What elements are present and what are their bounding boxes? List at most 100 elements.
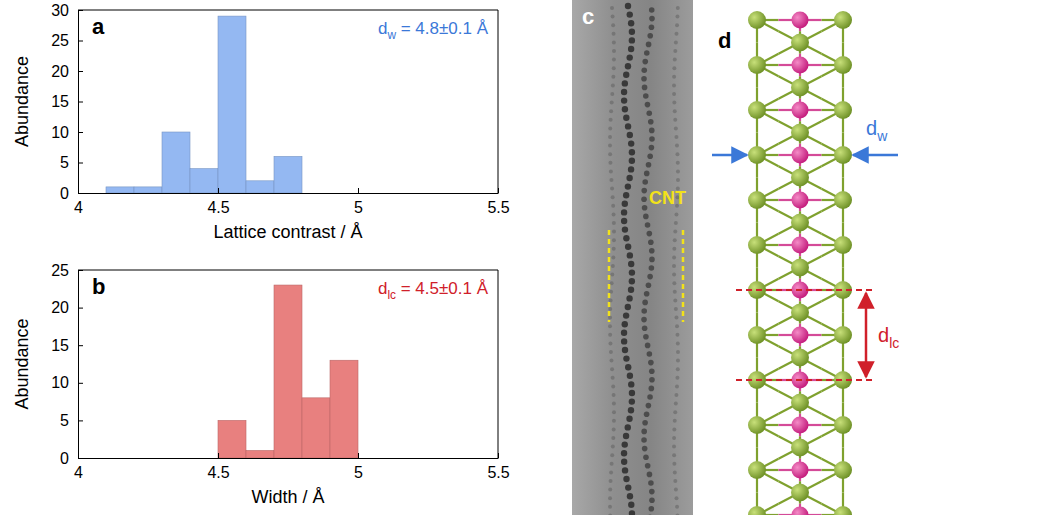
- micrograph-spot: [623, 235, 629, 241]
- y-tick-label: 10: [51, 374, 69, 391]
- micrograph-wall: [608, 144, 612, 148]
- micrograph-spot: [648, 360, 654, 366]
- bars: [106, 16, 302, 193]
- micrograph-spot: [623, 355, 629, 361]
- bar: [190, 169, 218, 193]
- micrograph-wall: [675, 376, 679, 380]
- micrograph-wall: [674, 40, 678, 44]
- micrograph-ground: [572, 0, 693, 515]
- x-tick: 4.5: [207, 453, 229, 481]
- micrograph-wall: [612, 247, 616, 251]
- y-tick-mark: [78, 345, 83, 346]
- atom-green: [791, 34, 809, 52]
- micrograph-wall: [676, 161, 680, 165]
- x-axis-line: [79, 458, 499, 459]
- micrograph-spot: [648, 480, 654, 486]
- panel-letter: b: [92, 274, 105, 299]
- micrograph-wall: [675, 144, 679, 148]
- micrograph-spot: [647, 394, 653, 400]
- micrograph-spot: [627, 132, 633, 138]
- micrograph-spot: [622, 80, 628, 86]
- micrograph-wall: [673, 410, 677, 414]
- atom-magenta: [792, 147, 809, 164]
- frame-top: [78, 270, 498, 271]
- micrograph-spot: [648, 119, 654, 125]
- micrograph-wall: [609, 350, 613, 354]
- y-tick-label: 10: [51, 124, 69, 141]
- micrograph-spot: [622, 347, 628, 353]
- micrograph-spot: [625, 304, 631, 310]
- micrograph-wall: [610, 101, 614, 105]
- micrograph-wall: [674, 135, 678, 139]
- micrograph-spot: [649, 257, 655, 263]
- image-label: CNT: [649, 188, 686, 208]
- micrograph-spot: [625, 484, 631, 490]
- micrograph: [572, 0, 693, 515]
- micrograph-spot: [621, 209, 627, 215]
- micrograph-wall: [608, 488, 612, 492]
- period-line: [736, 379, 872, 381]
- micrograph-spot: [645, 463, 651, 469]
- y-tick-mark: [78, 163, 83, 164]
- micrograph-wall: [675, 505, 679, 509]
- atom-green: [748, 56, 766, 74]
- x-tick: 5.5: [487, 453, 509, 481]
- atom-green: [834, 101, 852, 119]
- micrograph-spot: [623, 192, 629, 198]
- atom-green: [791, 124, 809, 142]
- micrograph-spot: [626, 416, 632, 422]
- micrograph-spot: [647, 472, 653, 478]
- micrograph-spot: [644, 171, 650, 177]
- y-tick: 25: [51, 32, 83, 49]
- micrograph-wall: [673, 230, 677, 234]
- micrograph-spot: [628, 46, 634, 52]
- micrograph-wall: [608, 126, 612, 130]
- x-tick-label: 4.5: [207, 199, 229, 216]
- micrograph-wall: [673, 290, 677, 294]
- micrograph-wall: [612, 410, 616, 414]
- atoms: [748, 11, 852, 515]
- micrograph-wall: [609, 298, 613, 302]
- y-tick-mark: [78, 270, 83, 271]
- micrograph-spot: [628, 502, 634, 508]
- y-tick-label: 5: [60, 412, 69, 429]
- micrograph-wall: [612, 221, 616, 225]
- micrograph-wall: [610, 367, 614, 371]
- micrograph-wall: [612, 402, 616, 406]
- micrograph-spot: [622, 441, 628, 447]
- micrograph-wall: [611, 264, 615, 268]
- micrograph-wall: [672, 247, 676, 251]
- y-tick-label: 25: [51, 32, 69, 49]
- y-tick: 15: [51, 337, 83, 354]
- x-tick-mark: [358, 453, 359, 458]
- y-tick-mark: [78, 193, 83, 194]
- micrograph-spot: [643, 454, 649, 460]
- micrograph-spot: [625, 424, 631, 430]
- micrograph-wall: [673, 238, 677, 242]
- atom-green: [748, 416, 766, 434]
- micrograph-wall: [673, 58, 677, 62]
- y-tick-label: 25: [51, 262, 69, 279]
- micrograph-spot: [625, 183, 631, 189]
- micrograph-spot: [621, 218, 627, 224]
- micrograph-spot: [641, 67, 647, 73]
- annotation-symbol: d: [378, 279, 387, 298]
- micrograph-wall: [612, 212, 616, 216]
- micrograph-spot: [642, 85, 648, 91]
- atom-green: [748, 101, 766, 119]
- y-axis-title: Abundance: [12, 318, 32, 409]
- y-tick-mark: [78, 458, 83, 459]
- atom-green: [791, 79, 809, 97]
- atom-green: [834, 11, 852, 29]
- micrograph-wall: [611, 83, 615, 87]
- y-tick-label: 15: [51, 337, 69, 354]
- bar: [106, 187, 134, 193]
- micrograph-wall: [675, 333, 679, 337]
- micrograph-wall: [609, 479, 613, 483]
- micrograph-spot: [625, 3, 631, 9]
- micrograph-spot: [622, 321, 628, 327]
- micrograph-spot: [643, 334, 649, 340]
- micrograph-spot: [646, 42, 652, 48]
- y-tick: 20: [51, 299, 83, 316]
- x-tick-mark: [358, 188, 359, 193]
